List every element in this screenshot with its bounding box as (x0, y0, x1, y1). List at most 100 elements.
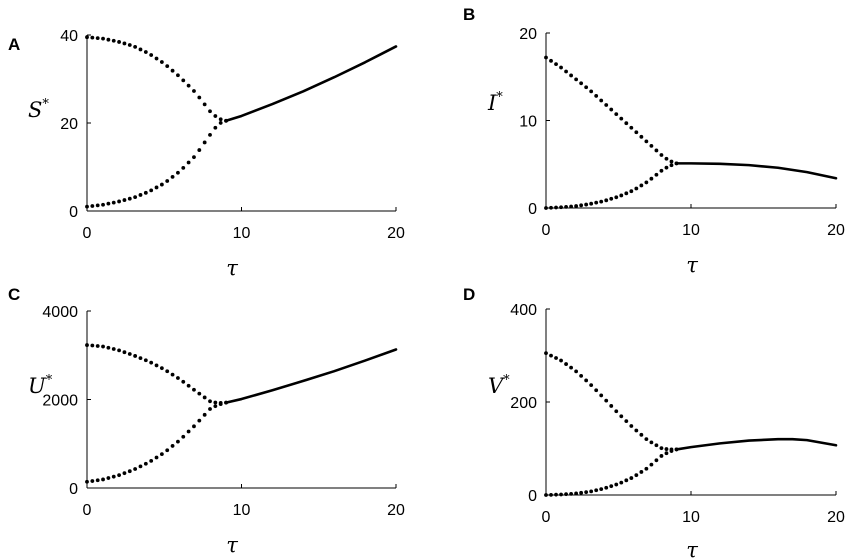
panel-a-series-2-point (202, 140, 207, 145)
panel-b-series-1-point (569, 73, 573, 78)
panel-c-series-1-point (197, 391, 202, 396)
panel-d-series-1-point (644, 437, 649, 442)
panel-c-series-1-point (202, 395, 207, 400)
panel-c-series-2-point (133, 467, 138, 471)
panel-c-series-2-point (213, 404, 218, 409)
panel-a-series-2-point (165, 179, 170, 183)
panel-b-y-tick-label: 10 (519, 114, 537, 131)
panel-c-series-2-point (127, 469, 132, 474)
panel-d-series-1-point (624, 419, 629, 424)
panel-b-series-2-point (614, 195, 619, 200)
panel-b-series-3-line (675, 162, 838, 180)
panel-a-series-1-point (202, 102, 207, 107)
panel-d-series-2-point (594, 488, 599, 493)
panel-c-series-1-point (85, 343, 89, 347)
panel-b-x-tick-label: 0 (542, 222, 551, 239)
panel-a-letter: A (8, 35, 20, 54)
panel-a-series-2-point (208, 132, 212, 137)
panel-d-series-2-point (559, 492, 563, 497)
panel-a-series-1-point (122, 41, 127, 46)
panel-c-series-2-point (186, 429, 191, 434)
panel-b-series-2-point (639, 183, 644, 188)
panel-d-y-axis-label: V* (488, 373, 510, 398)
panel-a-series-1-point (127, 43, 132, 47)
panel-d-series-2-point (639, 470, 644, 474)
panel-b-series-2-point (594, 200, 599, 205)
panel-a-series-2-point (90, 204, 95, 208)
panel-c-series-2-point (122, 471, 127, 476)
panel-c-series-1-point (101, 344, 105, 349)
panel-a-x-tick-label: 0 (83, 225, 92, 242)
panel-b-series-1-point (559, 65, 563, 70)
panel-b-series-1-point (604, 103, 609, 107)
panel-d-series-2-point (664, 451, 669, 456)
panel-c-series-2-point (117, 473, 121, 478)
panel-c-y-tick-label: 2000 (42, 393, 78, 410)
panel-c-series-1-point (106, 345, 111, 350)
panel-b-series-2-point (609, 196, 614, 201)
panel-b-y-tick-label: 20 (519, 26, 537, 43)
panel-c-series-1-point (95, 344, 100, 348)
panel-c-series-2-point (143, 461, 148, 466)
panel-d-series-2-point (609, 484, 614, 489)
panel-b-x-axis-label: τ (686, 253, 698, 277)
panel-a-series-2-point (197, 148, 202, 152)
panel-d-series-1-point (604, 398, 609, 403)
panel-b-series-2-point (579, 203, 584, 208)
panel-a-series-1-point (133, 44, 138, 49)
panel-c-x-tick-label: 0 (83, 502, 92, 519)
panel-d-series-2-point (554, 492, 558, 497)
panel-a-series-2-point (192, 155, 196, 160)
panel-c-series-2-point (176, 439, 180, 444)
panel-b-series-2-dots (544, 161, 679, 210)
panel-d-y-tick-label: 400 (510, 302, 537, 319)
panel-d-y-tick-label: 0 (528, 488, 537, 505)
panel-a-series-2-point (149, 188, 154, 193)
panel-c-series-2-point (192, 424, 196, 429)
panel-b-series-2-point (569, 204, 573, 209)
panel-d-letter: D (463, 285, 475, 304)
panel-b-series-1-point (629, 125, 634, 130)
panel-d-x-tick-label: 10 (682, 509, 700, 526)
panel-b-series-1-point (659, 153, 664, 157)
panel-a-series-1-point (186, 83, 191, 88)
panel-b-series-2-point (634, 186, 639, 191)
panel-a-series-1-point (170, 68, 175, 73)
panel-d-series-1-point (544, 351, 548, 356)
panel-a-series-2-point (101, 202, 105, 207)
panel-a-x-axis-label: τ (226, 256, 238, 280)
panel-c-series-1-point (176, 376, 180, 380)
panel-b-letter: B (463, 5, 475, 24)
panel-b-series-1-point (599, 98, 604, 103)
panel-a-series-2-point (106, 201, 111, 206)
panel-c-series-1-point (133, 354, 138, 358)
panel-b-series-1-point (654, 148, 659, 153)
panel-b-series-1-point (639, 134, 644, 139)
panel-d-series-2-point (649, 462, 654, 467)
panel-c-series-2-point (101, 477, 105, 482)
panel-a-series-3-line (224, 45, 398, 123)
panel-b-series-1-point (584, 85, 589, 90)
panel-a-series-1-point (154, 56, 159, 61)
panel-c-series-2-point (154, 455, 159, 460)
panel-b-series-2-point (604, 198, 609, 203)
panel-d-series-2-point (644, 466, 649, 471)
panel-d-series-2-point (614, 482, 619, 487)
panel-c-series-1-point (122, 350, 127, 355)
panel-b-series-1-point (574, 77, 579, 82)
panel-b-y-tick-label: 0 (528, 201, 537, 218)
panel-b-series-1-point (564, 69, 568, 74)
panel-c-series-1-point (186, 383, 191, 388)
panel-b-series-1-point (619, 116, 624, 121)
panel-b-series-2-point (554, 205, 558, 210)
panel-b-series-1-point (614, 112, 619, 117)
panel-a-series-2-point (159, 182, 164, 187)
panel-d-series-1-point (664, 447, 669, 451)
panel-c-series-2-point (165, 448, 170, 453)
panel-c-series-1-point (117, 348, 121, 353)
panel-d-series-2-point (604, 485, 609, 490)
panel-c-series-3-line (224, 348, 398, 404)
panel-a-series-1-point (149, 53, 154, 57)
panel-c-y-tick-label: 4000 (42, 304, 78, 321)
